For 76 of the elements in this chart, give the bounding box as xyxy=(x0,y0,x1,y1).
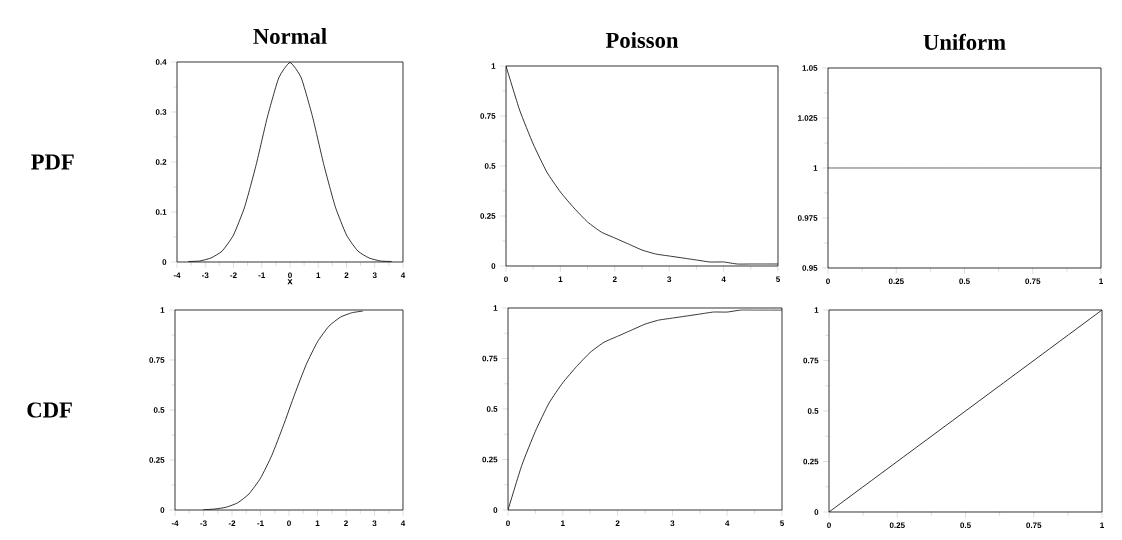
chart-title: Poisson xyxy=(605,32,679,48)
y-tick-label: 0.25 xyxy=(803,458,819,465)
x-tick-label: 0 xyxy=(287,520,291,527)
x-tick-label: 0 xyxy=(506,520,510,527)
y-tick-label: 1 xyxy=(160,307,165,313)
x-tick-label: 0 xyxy=(504,276,508,283)
y-tick-label: 0.75 xyxy=(803,357,819,364)
x-tick-label: -3 xyxy=(202,272,209,279)
x-tick-label: 3 xyxy=(670,520,675,527)
y-tick-label: 0.975 xyxy=(797,215,818,221)
x-tick-label: 2 xyxy=(615,520,620,526)
x-tick-label: 1 xyxy=(561,520,565,526)
y-tick-label: 0.25 xyxy=(482,456,498,463)
y-tick-label: 0 xyxy=(162,259,167,265)
y-tick-label: 0.2 xyxy=(155,159,167,165)
x-tick-label: 0.5 xyxy=(959,278,970,285)
x-tick-label: 0 xyxy=(827,522,831,529)
x-axis-title: x xyxy=(287,279,293,285)
y-tick-label: 0.75 xyxy=(149,357,165,363)
y-tick-label: 0.4 xyxy=(155,59,167,65)
x-tick-label: 3 xyxy=(667,276,672,283)
chart-title: Uniform xyxy=(923,33,1006,50)
x-tick-label: 2 xyxy=(612,276,617,282)
y-tick-label: 0 xyxy=(160,507,165,513)
y-tick-label: 0.25 xyxy=(149,457,165,463)
x-tick-label: 1 xyxy=(315,520,320,526)
x-tick-label: 3 xyxy=(372,520,377,527)
y-tick-label: 1 xyxy=(813,165,818,171)
x-tick-label: 4 xyxy=(400,272,406,278)
x-tick-label: 4 xyxy=(725,520,730,526)
x-tick-label: -2 xyxy=(230,272,237,278)
x-tick-label: 0.5 xyxy=(960,522,971,529)
x-tick-label: 1 xyxy=(1100,522,1105,528)
x-tick-label: 0.25 xyxy=(889,522,905,529)
x-tick-label: 0.75 xyxy=(1025,278,1041,285)
y-tick-label: 0 xyxy=(814,509,819,515)
y-tick-label: 0.75 xyxy=(482,355,498,362)
chart-title: Normal xyxy=(253,28,327,44)
x-tick-label: -1 xyxy=(258,272,266,278)
x-tick-label: 1 xyxy=(316,272,321,278)
x-tick-label: -3 xyxy=(200,520,207,527)
x-tick-label: -2 xyxy=(228,520,236,526)
x-tick-label: 2 xyxy=(344,272,349,278)
x-tick-label: 0 xyxy=(288,272,292,279)
x-tick-label: 5 xyxy=(776,276,780,282)
x-tick-label: 2 xyxy=(344,520,348,526)
x-tick-label: 4 xyxy=(400,520,406,526)
x-tick-label: 0.75 xyxy=(1026,522,1042,529)
x-tick-label: 1 xyxy=(1099,278,1104,284)
x-tick-label: 0.25 xyxy=(888,278,904,285)
x-tick-label: 0 xyxy=(826,278,830,285)
x-tick-label: -4 xyxy=(173,272,181,278)
x-tick-label: 1 xyxy=(558,276,563,282)
x-tick-label: 4 xyxy=(721,276,726,282)
x-tick-label: -1 xyxy=(257,520,264,526)
y-tick-label: 0.25 xyxy=(480,213,496,219)
y-tick-label: 0.1 xyxy=(155,209,167,215)
y-tick-label: 1 xyxy=(814,307,819,313)
y-tick-label: 0.3 xyxy=(155,109,167,115)
y-tick-label: 0.75 xyxy=(480,113,496,119)
y-tick-label: 0 xyxy=(493,507,498,513)
x-tick-label: 3 xyxy=(372,272,377,279)
y-tick-label: 0.5 xyxy=(486,406,498,412)
y-tick-label: 1.025 xyxy=(798,115,818,121)
y-tick-label: 0 xyxy=(491,263,496,269)
y-axis-title: CDF xyxy=(27,402,72,418)
y-tick-label: 0.95 xyxy=(802,265,818,271)
y-tick-label: 1 xyxy=(491,63,496,69)
y-tick-label: 1.05 xyxy=(802,65,818,71)
y-axis-title: PDF xyxy=(31,154,74,170)
x-tick-label: 5 xyxy=(780,520,784,526)
y-tick-label: 0.5 xyxy=(153,407,165,413)
x-tick-label: -4 xyxy=(171,520,179,526)
y-tick-label: 0.5 xyxy=(807,408,819,414)
y-tick-label: 1 xyxy=(493,305,498,311)
y-tick-label: 0.5 xyxy=(484,163,496,169)
